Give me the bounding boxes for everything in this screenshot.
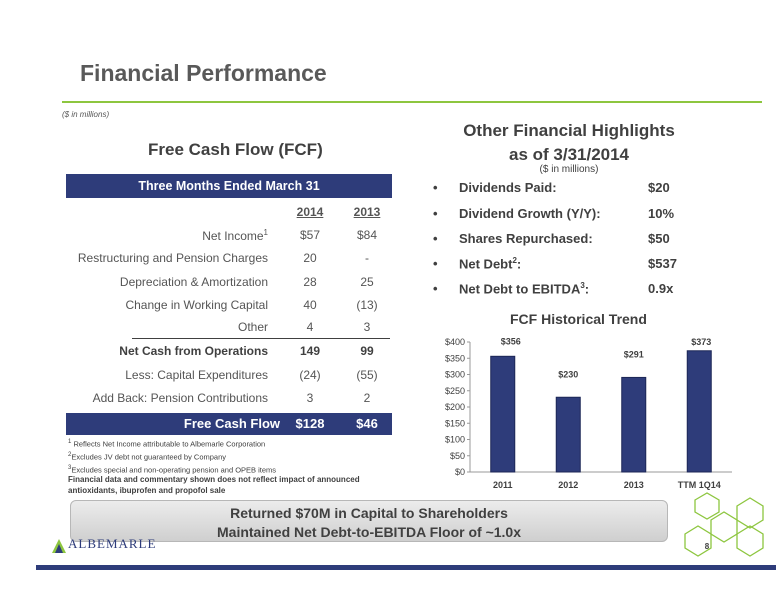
bullet-icon: • bbox=[433, 281, 438, 296]
footnotes: 1 Reflects Net Income attributable to Al… bbox=[68, 437, 276, 476]
y-tick-label: $100 bbox=[445, 435, 465, 445]
bar bbox=[555, 396, 581, 473]
footnote: 3Excludes special and non-operating pens… bbox=[68, 465, 277, 475]
highlights-title: Other Financial Highlights as of 3/31/20… bbox=[463, 121, 675, 164]
free-cash-flow-total-row: Free Cash Flow $128 $46 bbox=[66, 413, 392, 435]
table-row: Add Back: Pension Contributions 3 2 bbox=[66, 389, 392, 409]
value-2014: $57 bbox=[299, 228, 321, 242]
table-band-header: Three Months Ended March 31 bbox=[66, 174, 392, 198]
footnote-marker: 1 bbox=[263, 228, 268, 237]
value-2014: 4 bbox=[306, 320, 314, 334]
highlight-label: Dividend Growth (Y/Y): bbox=[459, 206, 601, 221]
table-row: Restructuring and Pension Charges 20 - bbox=[66, 249, 392, 269]
value-2014: 20 bbox=[303, 251, 317, 265]
highlight-value: $537 bbox=[648, 256, 677, 271]
x-tick-label: TTM 1Q14 bbox=[678, 480, 721, 490]
value-2014: 3 bbox=[306, 391, 314, 405]
table-column-headers: 2014 2013 bbox=[66, 203, 392, 223]
callout-line: Returned $70M in Capital to Shareholders bbox=[230, 505, 508, 521]
chart-title: FCF Historical Trend bbox=[510, 311, 647, 327]
value-2013: (13) bbox=[356, 298, 378, 312]
bar bbox=[490, 355, 516, 473]
title-divider bbox=[62, 101, 762, 103]
row-label: Restructuring and Pension Charges bbox=[77, 251, 268, 265]
y-tick-label: $350 bbox=[445, 353, 465, 363]
y-tick-label: $150 bbox=[445, 418, 465, 428]
page-title: Financial Performance bbox=[80, 60, 327, 86]
page-number: 8 bbox=[704, 542, 710, 551]
row-label: Net Income1 bbox=[202, 228, 268, 243]
footnote: 1 Reflects Net Income attributable to Al… bbox=[68, 439, 266, 449]
x-tick-label: 2011 bbox=[493, 480, 513, 490]
highlight-value: $20 bbox=[648, 180, 670, 195]
y-tick-label: $50 bbox=[450, 451, 465, 461]
highlight-label: Net Debt to EBITDA3: bbox=[459, 281, 590, 297]
table-row-subtotal: Net Cash from Operations 149 99 bbox=[66, 342, 392, 362]
total-label: Free Cash Flow bbox=[183, 416, 280, 431]
fcf-bar-chart: $0 $50 $100 $150 $200 $250 $300 $350 $400 $356 201… bbox=[445, 336, 732, 490]
x-tick-label: 2012 bbox=[558, 480, 578, 490]
callout-line: Maintained Net Debt-to-EBITDA Floor of ~… bbox=[217, 524, 521, 540]
albemarle-logo: ALBEMARLE bbox=[68, 536, 157, 551]
bullet-icon: • bbox=[433, 256, 438, 271]
y-tick-label: $250 bbox=[445, 386, 465, 396]
bullet-icon: • bbox=[433, 231, 438, 246]
value-2014: 149 bbox=[299, 344, 321, 358]
highlight-value: $50 bbox=[648, 231, 670, 246]
footer-bar bbox=[36, 565, 776, 570]
value-2014: 28 bbox=[303, 275, 317, 289]
highlight-value: 10% bbox=[648, 206, 675, 221]
value-2014: 40 bbox=[303, 298, 317, 312]
row-label: Other bbox=[237, 320, 268, 334]
row-label: Depreciation & Amortization bbox=[119, 275, 268, 289]
highlight-value: 0.9x bbox=[648, 281, 674, 296]
bar-value-label: $373 bbox=[691, 337, 711, 347]
units-note: ($ in millions) bbox=[62, 110, 110, 119]
table-row: Net Income1 $57 $84 bbox=[66, 226, 392, 246]
value-2013: 2 bbox=[363, 391, 371, 405]
row-label: Less: Capital Expenditures bbox=[125, 368, 268, 382]
footnote: 2Excludes JV debt not guaranteed by Comp… bbox=[68, 452, 227, 462]
albemarle-logo-icon bbox=[52, 539, 66, 553]
bar bbox=[621, 376, 647, 473]
column-header-2014: 2014 bbox=[296, 205, 324, 219]
value-2014: (24) bbox=[299, 368, 321, 382]
highlight-label: Net Debt2: bbox=[459, 256, 522, 272]
y-tick-label: $0 bbox=[455, 467, 465, 477]
total-2013: $46 bbox=[356, 416, 378, 431]
row-label: Add Back: Pension Contributions bbox=[92, 391, 268, 405]
table-row: Change in Working Capital 40 (13) bbox=[66, 296, 392, 316]
value-2013: 25 bbox=[360, 275, 374, 289]
table-row: Other 4 3 bbox=[66, 318, 392, 338]
callout-box: Returned $70M in Capital to Shareholders… bbox=[70, 500, 668, 542]
value-2013: (55) bbox=[356, 368, 378, 382]
bar-value-label: $356 bbox=[501, 336, 521, 346]
x-tick-label: 2013 bbox=[624, 480, 644, 490]
fcf-heading: Free Cash Flow (FCF) bbox=[148, 140, 323, 159]
y-tick-label: $300 bbox=[445, 370, 465, 380]
highlight-label: Shares Repurchased: bbox=[459, 231, 593, 246]
column-header-2013: 2013 bbox=[353, 205, 381, 219]
disclaimer: Financial data and commentary shown does… bbox=[68, 475, 360, 495]
row-label: Net Cash from Operations bbox=[119, 344, 268, 358]
highlights-units: ($ in millions) bbox=[539, 164, 599, 175]
value-2013: - bbox=[365, 251, 369, 265]
bullet-icon: • bbox=[433, 180, 438, 195]
bar-value-label: $230 bbox=[558, 369, 578, 379]
y-tick-label: $200 bbox=[445, 402, 465, 412]
row-label: Change in Working Capital bbox=[125, 298, 268, 312]
value-2013: 99 bbox=[360, 344, 374, 358]
value-2013: $84 bbox=[356, 228, 378, 242]
y-tick-label: $400 bbox=[445, 337, 465, 347]
total-2014: $128 bbox=[295, 416, 325, 431]
subtotal-divider bbox=[132, 338, 390, 339]
bar bbox=[686, 350, 712, 473]
bar-value-label: $291 bbox=[624, 349, 644, 359]
bullet-icon: • bbox=[433, 206, 438, 221]
table-row: Depreciation & Amortization 28 25 bbox=[66, 273, 392, 293]
table-row: Less: Capital Expenditures (24) (55) bbox=[66, 366, 392, 386]
highlight-label: Dividends Paid: bbox=[459, 180, 557, 195]
value-2013: 3 bbox=[363, 320, 371, 334]
